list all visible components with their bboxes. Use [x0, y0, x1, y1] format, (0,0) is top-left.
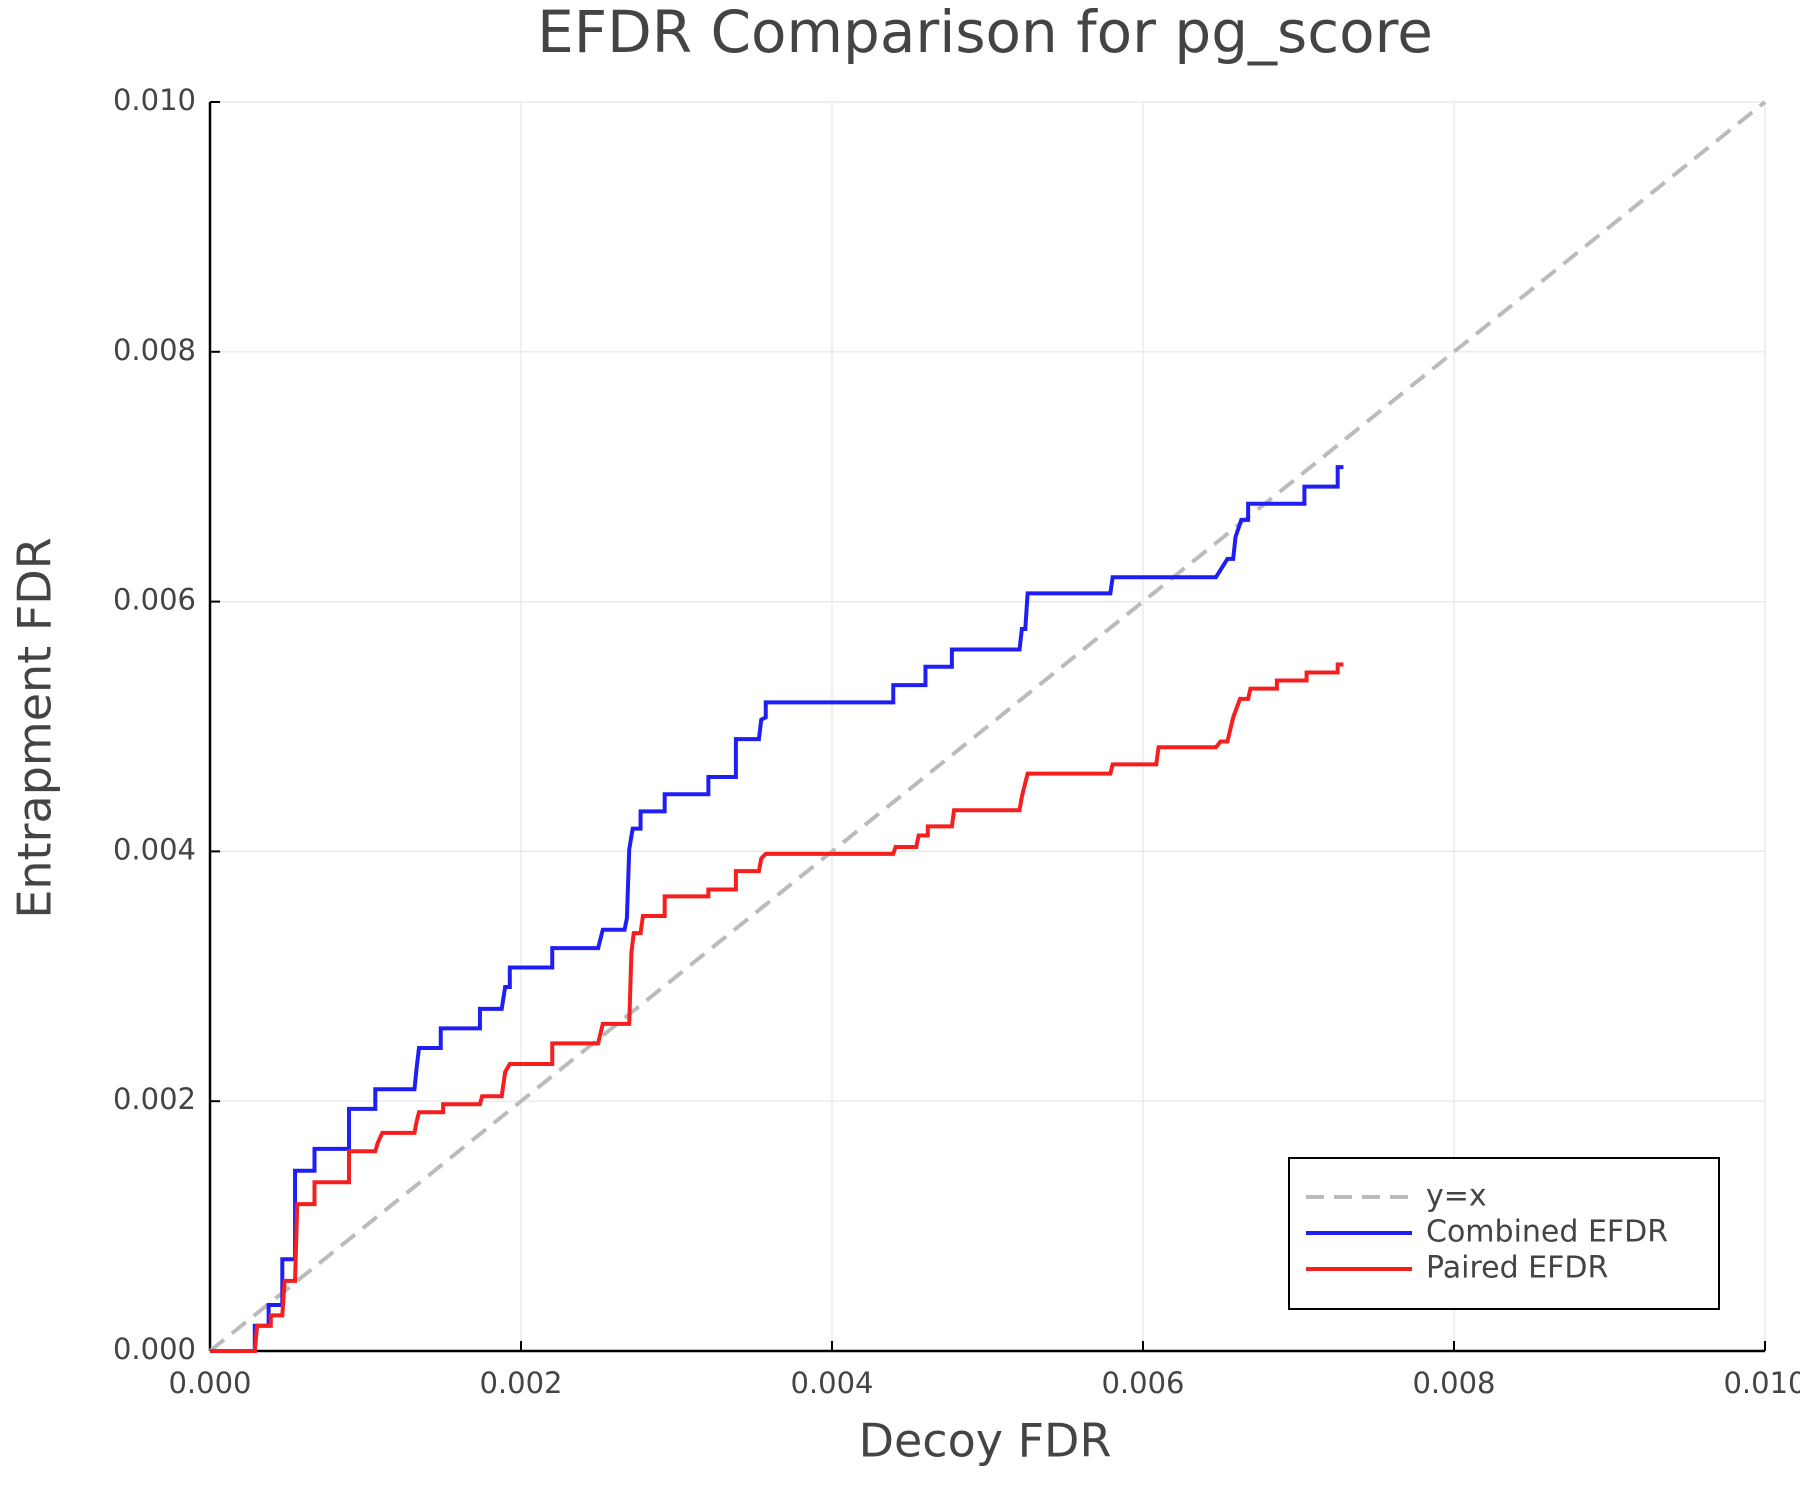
- legend-label: y=x: [1426, 1179, 1487, 1214]
- x-tick-label: 0.010: [1723, 1366, 1800, 1400]
- data-line: [210, 465, 1344, 1353]
- y-tick-label: 0.008: [113, 333, 196, 367]
- y-tick-label: 0.004: [113, 832, 196, 866]
- legend-label: Combined EFDR: [1426, 1215, 1668, 1250]
- y-tick-label: 0.006: [113, 583, 196, 617]
- data-line: [208, 100, 1767, 1353]
- chart-title: EFDR Comparison for pg_score: [537, 0, 1433, 66]
- y-tick-label: 0.010: [113, 83, 196, 117]
- x-tick-label: 0.002: [479, 1366, 562, 1400]
- y-tick-label: 0.002: [113, 1082, 196, 1116]
- x-axis-label: Decoy FDR: [859, 1414, 1112, 1468]
- x-tick-label: 0.000: [168, 1366, 251, 1400]
- x-tick-label: 0.004: [790, 1366, 873, 1400]
- x-tick-label: 0.006: [1101, 1366, 1184, 1400]
- x-tick-label: 0.008: [1412, 1366, 1495, 1400]
- y-axis-label: Entrapment FDR: [8, 537, 62, 918]
- legend-label: Paired EFDR: [1426, 1251, 1608, 1286]
- data-line: [210, 662, 1344, 1353]
- y-tick-label: 0.000: [113, 1332, 196, 1366]
